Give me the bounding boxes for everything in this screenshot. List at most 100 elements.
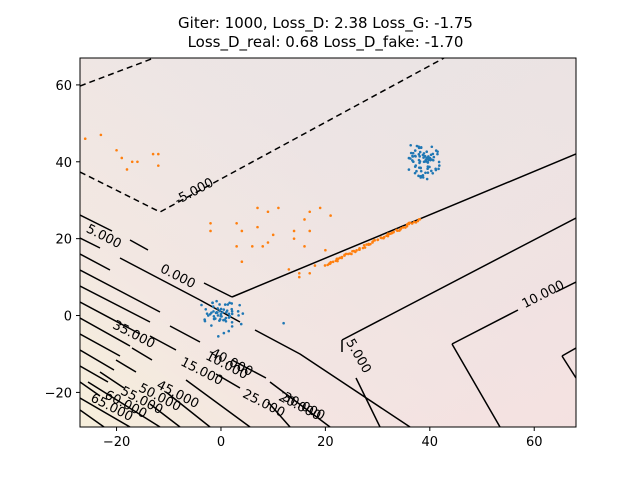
real-point xyxy=(239,322,243,326)
real-point xyxy=(419,146,423,150)
real-point xyxy=(409,151,413,155)
contour-line xyxy=(80,237,201,301)
real-point xyxy=(237,314,240,317)
contour-line xyxy=(80,253,161,397)
real-point xyxy=(415,169,418,173)
fake-point xyxy=(386,234,390,238)
real-point xyxy=(422,156,425,159)
real-point xyxy=(227,312,231,316)
real-point xyxy=(428,165,431,169)
contour-background xyxy=(80,58,576,427)
contour-line xyxy=(169,325,331,427)
real-point xyxy=(419,169,423,173)
fake-point xyxy=(308,229,312,233)
fake-point xyxy=(308,210,312,214)
fake-point xyxy=(395,228,398,232)
contour-line xyxy=(131,347,251,427)
real-point xyxy=(215,299,218,303)
real-point xyxy=(437,160,441,164)
contour-line xyxy=(80,153,576,298)
title-line-1: Giter: 1000, Loss_D: 2.38 Loss_G: -1.75 xyxy=(178,14,473,32)
contour-line xyxy=(451,281,576,427)
fake-point xyxy=(382,235,386,239)
fake-point xyxy=(363,246,367,249)
fake-point xyxy=(376,238,380,241)
real-point xyxy=(407,156,411,160)
real-point xyxy=(216,307,219,310)
real-point xyxy=(230,307,234,311)
contour-line xyxy=(80,58,155,87)
fake-point xyxy=(313,264,317,267)
fake-point xyxy=(130,160,134,164)
real-point xyxy=(426,171,430,174)
fake-point xyxy=(401,226,405,229)
fake-point xyxy=(323,264,327,267)
scatter-points xyxy=(83,133,441,338)
fake-point xyxy=(386,232,390,235)
fake-point xyxy=(362,243,366,247)
fake-point xyxy=(250,245,254,248)
real-point xyxy=(431,172,435,175)
fake-point xyxy=(318,206,322,210)
y-tick-label: 0 xyxy=(64,310,72,325)
real-point xyxy=(210,324,213,327)
real-point xyxy=(430,145,434,149)
x-tick-label: −20 xyxy=(103,435,130,450)
real-point xyxy=(413,149,417,152)
contour-lines xyxy=(80,58,576,427)
fake-point xyxy=(125,168,129,171)
real-point xyxy=(413,171,417,175)
real-point xyxy=(204,307,208,311)
real-point xyxy=(418,155,421,158)
real-point xyxy=(419,175,422,178)
fake-point xyxy=(418,217,422,221)
fake-point xyxy=(115,148,118,152)
real-point xyxy=(427,155,430,158)
real-point xyxy=(409,143,412,147)
real-point xyxy=(222,308,226,311)
fake-point xyxy=(389,232,392,235)
fake-point xyxy=(336,259,339,263)
real-point xyxy=(437,167,440,171)
fake-point xyxy=(361,246,365,250)
fake-point xyxy=(331,260,335,264)
real-point xyxy=(203,319,207,323)
fake-point xyxy=(303,218,306,221)
real-point xyxy=(223,303,227,306)
real-point xyxy=(430,158,433,161)
fake-point xyxy=(256,225,259,229)
real-point xyxy=(228,314,232,318)
chart-title: Giter: 1000, Loss_D: 2.38 Loss_G: -1.75 … xyxy=(0,14,640,52)
fake-point xyxy=(392,231,395,234)
real-point xyxy=(413,154,417,158)
real-point xyxy=(426,167,429,171)
contour-line xyxy=(115,359,211,427)
real-point xyxy=(417,174,420,178)
y-tick-label: 60 xyxy=(55,79,72,94)
fake-point xyxy=(261,245,265,248)
fake-point xyxy=(157,152,160,156)
real-point xyxy=(219,312,223,316)
real-point xyxy=(418,161,421,165)
real-point xyxy=(222,331,226,335)
fake-point xyxy=(380,236,383,240)
real-point xyxy=(212,310,215,313)
fake-point xyxy=(369,242,372,246)
title-line-2: Loss_D_real: 0.68 Loss_D_fake: -1.70 xyxy=(187,33,464,51)
fake-point xyxy=(371,240,374,243)
real-point xyxy=(429,169,433,173)
real-point xyxy=(236,310,240,313)
real-point xyxy=(282,321,285,325)
real-point xyxy=(417,158,421,162)
fake-point xyxy=(235,245,238,248)
real-point xyxy=(227,329,231,333)
real-point xyxy=(230,320,234,324)
real-point xyxy=(212,317,216,321)
real-point xyxy=(438,164,441,167)
fake-point xyxy=(240,260,244,264)
fake-point xyxy=(266,241,270,244)
real-point xyxy=(230,302,234,305)
real-point xyxy=(424,159,427,162)
real-point xyxy=(205,312,209,315)
real-point xyxy=(425,150,429,154)
